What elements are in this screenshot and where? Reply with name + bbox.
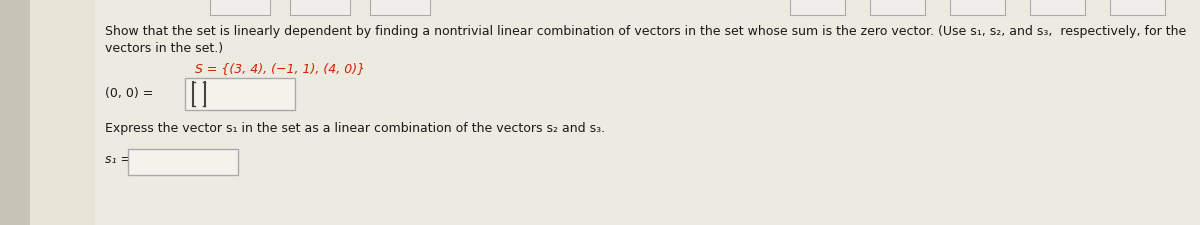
Bar <box>30 0 95 225</box>
Bar <box>128 149 238 175</box>
Text: s₁ =: s₁ = <box>106 153 131 166</box>
Bar <box>1110 0 1165 15</box>
Text: Express the vector s₁ in the set as a linear combination of the vectors s₂ and s: Express the vector s₁ in the set as a li… <box>106 122 605 135</box>
Text: (0, 0) =: (0, 0) = <box>106 87 154 100</box>
Bar <box>210 0 270 15</box>
Text: S = {(3, 4), (−1, 1), (4, 0)}: S = {(3, 4), (−1, 1), (4, 0)} <box>194 62 365 75</box>
Bar <box>370 0 430 15</box>
Bar <box>950 0 1006 15</box>
Text: Show that the set is linearly dependent by finding a nontrivial linear combinati: Show that the set is linearly dependent … <box>106 25 1187 38</box>
Bar <box>870 0 925 15</box>
Bar <box>790 0 845 15</box>
Text: vectors in the set.): vectors in the set.) <box>106 42 223 55</box>
Bar <box>290 0 350 15</box>
Bar <box>1030 0 1085 15</box>
Bar <box>185 78 295 110</box>
